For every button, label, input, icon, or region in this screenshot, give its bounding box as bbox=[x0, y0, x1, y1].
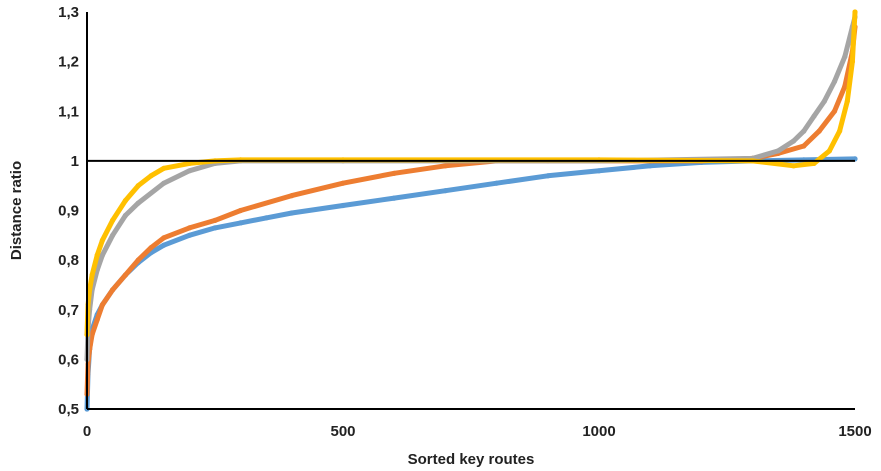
series-4-point bbox=[827, 148, 832, 153]
series-4-point bbox=[161, 166, 166, 171]
series-2-line bbox=[87, 27, 855, 394]
series-1-point bbox=[289, 210, 294, 215]
series-4-point bbox=[123, 198, 128, 203]
series-3-point bbox=[187, 168, 192, 173]
series-2-point bbox=[340, 181, 345, 186]
series-2-point bbox=[95, 317, 100, 322]
series-1-line bbox=[87, 159, 855, 409]
series-3-point bbox=[123, 213, 128, 218]
series-4-line bbox=[87, 12, 855, 335]
series-1-point bbox=[648, 163, 653, 168]
y-tick-label: 0,8 bbox=[58, 252, 79, 269]
series-1-point bbox=[545, 173, 550, 178]
series-4-point bbox=[95, 253, 100, 258]
series-1 bbox=[84, 156, 857, 411]
series-4-point bbox=[90, 272, 95, 277]
series-2-point bbox=[238, 208, 243, 213]
x-tick-label: 500 bbox=[330, 423, 355, 440]
series-2-point bbox=[187, 225, 192, 230]
y-tick-label: 0,9 bbox=[58, 203, 79, 220]
series-1-point bbox=[443, 188, 448, 193]
series-3-point bbox=[110, 233, 115, 238]
series-2-point bbox=[392, 171, 397, 176]
series-3-point bbox=[842, 54, 847, 59]
series-3-point bbox=[161, 181, 166, 186]
y-tick-label: 1,3 bbox=[58, 4, 79, 21]
x-axis-title: Sorted key routes bbox=[408, 451, 535, 468]
y-axis-title: Distance ratio bbox=[8, 161, 25, 260]
series-4 bbox=[84, 9, 857, 337]
series-4-point bbox=[136, 183, 141, 188]
series-2-point bbox=[832, 109, 837, 114]
y-tick-label: 1,2 bbox=[58, 54, 79, 71]
y-tick-label: 1,1 bbox=[58, 103, 79, 120]
series-2-point bbox=[148, 245, 153, 250]
series-2-point bbox=[110, 287, 115, 292]
series-3-point bbox=[100, 253, 105, 258]
series-3-point bbox=[776, 148, 781, 153]
series-4-point bbox=[837, 129, 842, 134]
series-3-point bbox=[822, 99, 827, 104]
series-1-point bbox=[212, 225, 217, 230]
series-2 bbox=[84, 24, 857, 396]
series-4-point bbox=[852, 9, 857, 14]
series-3-point bbox=[832, 79, 837, 84]
series-2-point bbox=[161, 235, 166, 240]
series-4-point bbox=[850, 59, 855, 64]
series-layer bbox=[84, 9, 857, 411]
series-2-point bbox=[136, 258, 141, 263]
series-2-point bbox=[212, 218, 217, 223]
series-2-point bbox=[801, 143, 806, 148]
series-1-point bbox=[187, 233, 192, 238]
series-1-point bbox=[161, 243, 166, 248]
y-tick-labels: 0,5 0,6 0,7 0,8 0,9 1 1,1 1,2 1,3 bbox=[58, 4, 79, 418]
series-3-point bbox=[791, 138, 796, 143]
series-2-point bbox=[443, 163, 448, 168]
series-4-point bbox=[100, 238, 105, 243]
series-2-point bbox=[100, 302, 105, 307]
series-3-point bbox=[811, 114, 816, 119]
series-2-point bbox=[817, 129, 822, 134]
y-tick-label: 0,5 bbox=[58, 401, 79, 418]
y-tick-label: 0,6 bbox=[58, 351, 79, 368]
series-1-point bbox=[264, 215, 269, 220]
series-1-point bbox=[494, 181, 499, 186]
series-3-point bbox=[801, 129, 806, 134]
series-1-point bbox=[392, 196, 397, 201]
series-4-point bbox=[110, 218, 115, 223]
x-tick-label: 1500 bbox=[838, 423, 871, 440]
series-1-point bbox=[238, 220, 243, 225]
series-4-point bbox=[845, 99, 850, 104]
series-3-point bbox=[136, 201, 141, 206]
series-4-point bbox=[148, 173, 153, 178]
series-1-point bbox=[340, 203, 345, 208]
series-4-point bbox=[791, 163, 796, 168]
series-1-point bbox=[596, 168, 601, 173]
series-2-point bbox=[289, 193, 294, 198]
y-tick-label: 0,7 bbox=[58, 302, 79, 319]
x-tick-labels: 0 500 1000 1500 bbox=[83, 423, 872, 440]
series-2-point bbox=[123, 272, 128, 277]
x-tick-label: 1000 bbox=[582, 423, 615, 440]
y-tick-label: 1 bbox=[71, 153, 79, 170]
x-tick-label: 0 bbox=[83, 423, 91, 440]
